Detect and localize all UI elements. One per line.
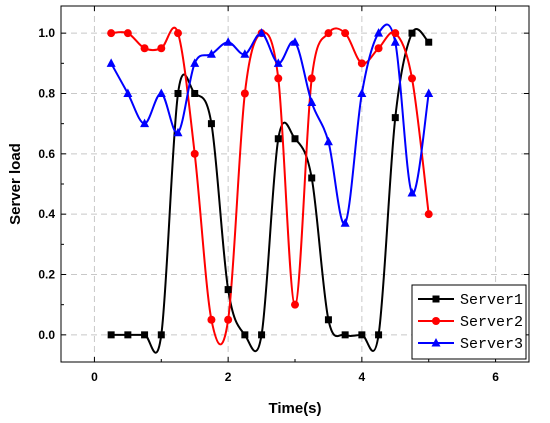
legend-swatch-marker <box>432 295 440 303</box>
y-tick-label: 0.0 <box>38 328 55 342</box>
axis-ticks: 0 2 4 6 0.0 0.2 0.4 0.6 0.8 1.0 <box>38 6 529 384</box>
data-point-server3 <box>156 88 166 97</box>
legend-label: Server3 <box>460 336 523 353</box>
data-point-server3 <box>173 127 183 137</box>
data-point-server1 <box>141 331 149 339</box>
y-tick-label: 1.0 <box>38 26 55 40</box>
legend: Server1 Server2 Server3 <box>411 284 527 360</box>
data-point-server3 <box>323 136 333 146</box>
data-point-server1 <box>124 331 132 339</box>
x-tick-label: 6 <box>492 370 499 384</box>
data-point-server2 <box>224 315 233 324</box>
data-point-server2 <box>324 29 333 38</box>
data-point-server1 <box>408 29 416 37</box>
data-point-server3 <box>273 58 283 67</box>
data-point-server1 <box>308 174 316 182</box>
data-point-server1 <box>207 120 215 128</box>
data-point-server1 <box>224 286 232 294</box>
x-tick-label: 0 <box>91 370 98 384</box>
data-point-server3 <box>374 28 384 37</box>
data-point-server3 <box>240 49 250 58</box>
data-point-server1 <box>291 135 299 143</box>
data-point-server3 <box>357 88 367 97</box>
legend-swatch-marker <box>431 338 441 347</box>
y-tick-label: 0.8 <box>38 86 55 100</box>
x-tick-label: 4 <box>359 370 366 384</box>
data-point-server3 <box>390 37 400 46</box>
data-point-server1 <box>107 331 115 339</box>
legend-swatch-marker <box>432 317 440 325</box>
data-point-server2 <box>357 59 366 68</box>
data-point-server1 <box>191 89 199 97</box>
data-point-server2 <box>207 315 216 324</box>
data-point-server2 <box>174 29 182 38</box>
data-point-server2 <box>408 74 416 83</box>
data-point-server3 <box>106 58 116 67</box>
data-point-server2 <box>424 210 433 219</box>
legend-label: Server2 <box>460 314 523 331</box>
data-point-server1 <box>324 316 332 324</box>
data-point-server1 <box>341 331 349 339</box>
data-point-server2 <box>123 29 132 38</box>
data-point-server1 <box>157 331 165 339</box>
data-point-server2 <box>140 44 149 53</box>
data-point-server2 <box>374 44 383 53</box>
data-point-server2 <box>307 74 316 83</box>
y-tick-label: 0.4 <box>38 207 55 221</box>
data-point-server1 <box>241 331 249 339</box>
data-point-server1 <box>391 114 399 122</box>
data-point-server3 <box>140 118 150 128</box>
data-point-server2 <box>391 29 400 38</box>
data-point-server3 <box>190 58 200 67</box>
data-point-server1 <box>425 38 433 46</box>
data-point-server3 <box>290 37 300 46</box>
data-point-server3 <box>424 88 434 97</box>
data-point-server2 <box>274 74 283 83</box>
data-point-server2 <box>157 44 166 53</box>
data-point-server3 <box>407 188 417 197</box>
data-point-server1 <box>358 331 366 339</box>
data-point-server3 <box>123 88 133 97</box>
data-point-server1 <box>174 89 182 97</box>
data-point-server1 <box>274 135 282 143</box>
x-tick-label: 2 <box>225 370 232 384</box>
data-point-server2 <box>107 29 116 38</box>
data-point-server3 <box>340 218 350 227</box>
data-point-server3 <box>206 49 216 58</box>
data-point-server3 <box>257 28 267 37</box>
legend-label: Server1 <box>460 292 523 309</box>
data-point-server1 <box>375 331 383 339</box>
data-point-server3 <box>223 37 233 46</box>
data-point-server2 <box>190 149 199 158</box>
data-point-server3 <box>307 97 317 107</box>
data-point-server2 <box>341 29 350 38</box>
data-point-server2 <box>291 300 299 309</box>
y-tick-label: 0.2 <box>38 268 55 282</box>
data-point-server2 <box>240 89 249 98</box>
y-axis-title: Server load <box>7 143 24 225</box>
y-tick-label: 0.6 <box>38 147 55 161</box>
data-point-server1 <box>258 331 266 339</box>
x-axis-title: Time(s) <box>268 400 321 417</box>
series-markers <box>106 28 434 339</box>
